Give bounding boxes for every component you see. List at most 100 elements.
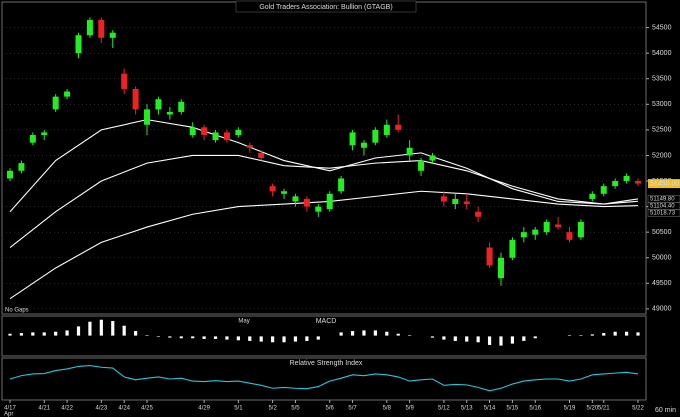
- y-tick-label: 53000: [652, 101, 672, 108]
- x-tick-label: 4/24: [118, 406, 130, 412]
- x-tick-label: 5/6: [326, 406, 335, 412]
- macd-bar: [589, 333, 595, 337]
- candle-body: [406, 147, 413, 156]
- macd-bar: [19, 332, 24, 337]
- macd-bar: [98, 318, 104, 337]
- candle-body: [623, 175, 630, 182]
- candle-body: [452, 198, 459, 205]
- panel-frame: [1, 315, 647, 357]
- month-label: Apr: [4, 412, 13, 417]
- panel-title: MACD: [316, 318, 337, 325]
- candle-body: [132, 88, 139, 110]
- candle-body: [121, 73, 128, 89]
- candle-body: [29, 134, 36, 143]
- candle-body: [326, 193, 333, 210]
- macd-bar: [612, 330, 618, 337]
- ma-label: 51104.40: [650, 204, 675, 210]
- chart-title: Gold Traders Association: Bullion (GTAGB…: [259, 4, 392, 11]
- x-tick-label: 5/7: [348, 406, 357, 412]
- y-tick-label: 50000: [652, 255, 672, 262]
- macd-bar: [407, 334, 413, 337]
- x-tick-label: 4/23: [95, 406, 107, 412]
- macd-bar: [76, 325, 81, 337]
- candle-body: [383, 124, 390, 135]
- title-box: [235, 0, 417, 13]
- candle-body: [212, 132, 219, 141]
- macd-bar: [224, 335, 230, 341]
- candle-body: [246, 145, 253, 148]
- last-price-label: 51450.00: [650, 180, 679, 187]
- macd-bar: [624, 330, 629, 337]
- candle-body: [189, 127, 196, 135]
- macd-bar: [361, 329, 367, 337]
- macd-bar: [293, 335, 298, 343]
- candle-body: [315, 206, 322, 212]
- x-tick-label: 4/21: [38, 406, 50, 412]
- macd-bar: [601, 332, 607, 337]
- panel-frame: [1, 1, 647, 315]
- x-tick-label: 5/14: [484, 406, 496, 412]
- candle-body: [418, 160, 425, 171]
- candle-body: [41, 132, 48, 135]
- macd-bar: [395, 332, 401, 337]
- candle-body: [635, 181, 642, 184]
- x-tick-label: 5/2: [268, 406, 277, 412]
- x-tick-label: 4/22: [61, 406, 73, 412]
- candle-body: [486, 247, 493, 266]
- candle-body: [75, 35, 82, 54]
- macd-bar: [167, 335, 173, 339]
- candle-body: [612, 181, 619, 187]
- macd-bar: [452, 335, 458, 342]
- macd-bar: [418, 335, 424, 338]
- macd-bar: [64, 329, 70, 337]
- x-tick-label: 5/8: [383, 406, 392, 412]
- x-tick-label: 5/19: [564, 406, 576, 412]
- macd-bar: [247, 335, 253, 342]
- candle-body: [543, 221, 550, 233]
- candle-body: [235, 129, 242, 135]
- candle-body: [155, 99, 162, 110]
- candle-body: [223, 132, 230, 141]
- moving-average: [9, 154, 639, 248]
- y-tick-label: 54000: [652, 50, 672, 57]
- macd-bar: [53, 330, 59, 337]
- macd-bar: [270, 335, 276, 344]
- candle-body: [98, 19, 105, 38]
- x-tick-label: 5/12: [438, 406, 450, 412]
- candle-body: [429, 155, 436, 161]
- macd-bar: [430, 335, 435, 339]
- candle-body: [338, 178, 345, 192]
- candle-body: [201, 127, 208, 135]
- y-tick-label: 50500: [652, 229, 672, 236]
- candle-body: [520, 232, 527, 238]
- ma-label-box: [647, 209, 680, 217]
- x-tick-label: 5/15: [507, 406, 519, 412]
- candle-body: [566, 232, 573, 240]
- macd-bar: [213, 335, 218, 340]
- macd-bar: [350, 330, 355, 337]
- candle-body: [258, 152, 265, 158]
- macd-bar: [384, 330, 390, 337]
- candle-body: [18, 163, 25, 171]
- candle-body: [497, 257, 504, 279]
- macd-bar: [144, 334, 150, 337]
- candle-body: [463, 201, 470, 205]
- x-tick-label: 5/13: [461, 406, 473, 412]
- moving-average: [9, 190, 639, 300]
- interval-label: 60 min: [655, 407, 676, 414]
- macd-bar: [201, 335, 207, 340]
- x-tick-label: 5/9: [405, 406, 414, 412]
- candle-body: [532, 229, 539, 235]
- macd-bar: [121, 324, 127, 337]
- macd-bar: [41, 331, 47, 337]
- x-tick-label: 5/5: [291, 406, 300, 412]
- candle-body: [360, 142, 367, 148]
- macd-bar: [87, 320, 93, 337]
- x-tick-label: 4/29: [198, 406, 210, 412]
- macd-bar: [338, 331, 344, 337]
- macd-bar: [178, 335, 184, 340]
- macd-bar: [190, 335, 196, 340]
- candle-body: [64, 91, 71, 97]
- panel-title: Relative Strength Index: [290, 360, 363, 367]
